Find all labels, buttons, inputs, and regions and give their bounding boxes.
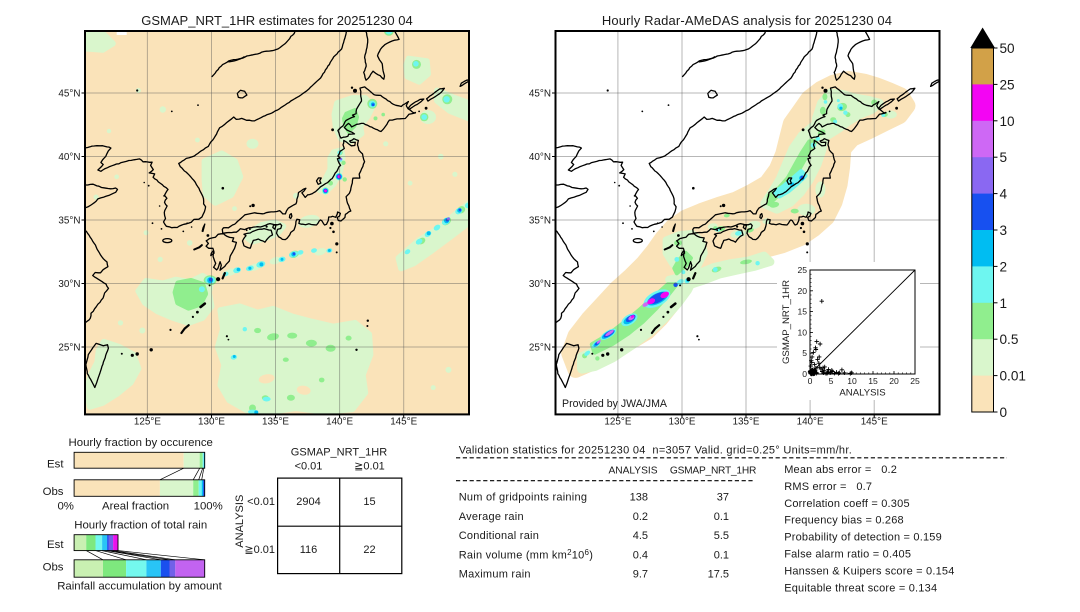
svg-text:3: 3	[1000, 223, 1008, 238]
svg-text:10: 10	[797, 327, 807, 337]
svg-text:Average rain: Average rain	[459, 511, 524, 523]
svg-text:GSMAP_NRT_1HR: GSMAP_NRT_1HR	[670, 465, 756, 476]
svg-text:0.1: 0.1	[714, 550, 729, 562]
svg-text:0%: 0%	[57, 501, 73, 513]
svg-text:2904: 2904	[296, 496, 320, 508]
svg-text:30°N: 30°N	[58, 279, 80, 290]
svg-text:0.01: 0.01	[1000, 369, 1026, 384]
svg-text:0: 0	[1000, 405, 1008, 420]
svg-text:Hourly fraction by occurence: Hourly fraction by occurence	[69, 437, 213, 449]
svg-text:25: 25	[1000, 77, 1015, 92]
svg-text:130°E: 130°E	[668, 417, 695, 428]
svg-text:140°E: 140°E	[326, 417, 353, 428]
svg-text:2: 2	[1000, 259, 1008, 274]
svg-text:Obs: Obs	[43, 561, 64, 573]
svg-text:Frequency bias = 0.268: Frequency bias = 0.268	[784, 515, 904, 527]
svg-text:1: 1	[1000, 296, 1008, 311]
svg-text:15: 15	[363, 496, 375, 508]
svg-text:25°N: 25°N	[58, 342, 80, 353]
svg-text:4: 4	[1000, 187, 1008, 202]
svg-text:Maximum rain: Maximum rain	[459, 569, 531, 581]
svg-text:145°E: 145°E	[390, 417, 417, 428]
svg-text:25: 25	[910, 376, 920, 386]
svg-text:Conditional rain: Conditional rain	[459, 530, 539, 542]
svg-text:10: 10	[847, 376, 857, 386]
svg-text:40°N: 40°N	[529, 152, 551, 163]
svg-text:Probability of detection = 0.1: Probability of detection = 0.159	[784, 532, 942, 544]
svg-text:35°N: 35°N	[58, 215, 80, 226]
svg-text:5: 5	[1000, 150, 1008, 165]
svg-text:15: 15	[797, 307, 807, 317]
svg-text:20: 20	[889, 376, 899, 386]
svg-text:37: 37	[717, 491, 729, 503]
svg-text:Equitable threat score = 0.134: Equitable threat score = 0.134	[784, 582, 937, 594]
svg-text:135°E: 135°E	[732, 417, 759, 428]
svg-text:Est: Est	[47, 539, 64, 551]
svg-text:130°E: 130°E	[198, 417, 225, 428]
svg-text:RMS error = 0.7: RMS error = 0.7	[784, 481, 872, 493]
svg-text:GSMAP_NRT_1HR estimates for 20: GSMAP_NRT_1HR estimates for 20251230 04	[141, 13, 412, 28]
svg-text:9.7: 9.7	[633, 569, 648, 581]
svg-text:20: 20	[797, 286, 807, 296]
svg-text:False alarm ratio = 0.405: False alarm ratio = 0.405	[784, 549, 911, 561]
svg-text:GSMAP_NRT_1HR: GSMAP_NRT_1HR	[291, 447, 387, 459]
svg-text:10: 10	[1000, 114, 1016, 129]
svg-text:ANALYSIS: ANALYSIS	[234, 495, 246, 548]
svg-text:Num of gridpoints raining: Num of gridpoints raining	[459, 491, 588, 503]
svg-text:Correlation coeff = 0.305: Correlation coeff = 0.305	[784, 498, 910, 510]
svg-text:Est: Est	[47, 458, 64, 470]
svg-text:<0.01: <0.01	[295, 461, 323, 473]
svg-text:Validation statistics for 2025: Validation statistics for 20251230 04 n=…	[459, 445, 852, 457]
svg-text:Hanssen & Kuipers score = 0.15: Hanssen & Kuipers score = 0.154	[784, 565, 954, 577]
svg-text:5.5: 5.5	[714, 530, 729, 542]
svg-text:17.5: 17.5	[708, 569, 729, 581]
svg-text:5: 5	[829, 376, 834, 386]
svg-text:138: 138	[630, 491, 648, 503]
svg-text:25°N: 25°N	[529, 342, 551, 353]
svg-text:0.4: 0.4	[633, 550, 648, 562]
svg-text:22: 22	[363, 544, 375, 556]
svg-text:15: 15	[868, 376, 878, 386]
svg-text:4.5: 4.5	[633, 530, 648, 542]
svg-text:<0.01: <0.01	[247, 496, 275, 508]
svg-text:35°N: 35°N	[529, 215, 551, 226]
svg-text:Areal fraction: Areal fraction	[102, 501, 169, 513]
svg-text:ANALYSIS: ANALYSIS	[608, 465, 657, 476]
svg-text:30°N: 30°N	[529, 279, 551, 290]
svg-text:135°E: 135°E	[262, 417, 289, 428]
svg-text:≧0.01: ≧0.01	[244, 544, 275, 556]
svg-text:0: 0	[808, 376, 813, 386]
svg-text:100%: 100%	[194, 501, 223, 513]
svg-text:0.5: 0.5	[1000, 332, 1019, 347]
svg-text:Rain volume (mm km2106): Rain volume (mm km2106)	[459, 548, 593, 562]
svg-text:25: 25	[797, 265, 807, 275]
svg-text:≧0.01: ≧0.01	[354, 461, 385, 473]
svg-text:Hourly Radar-AMeDAS analysis f: Hourly Radar-AMeDAS analysis for 2025123…	[602, 13, 892, 28]
svg-text:GSMAP_NRT_1HR: GSMAP_NRT_1HR	[781, 280, 792, 364]
svg-text:ANALYSIS: ANALYSIS	[839, 388, 885, 399]
svg-text:45°N: 45°N	[58, 88, 80, 99]
svg-text:0: 0	[802, 369, 807, 379]
svg-text:Obs: Obs	[43, 486, 64, 498]
svg-text:125°E: 125°E	[134, 417, 161, 428]
svg-text:Mean abs error = 0.2: Mean abs error = 0.2	[784, 464, 897, 476]
svg-text:125°E: 125°E	[604, 417, 631, 428]
svg-text:0.1: 0.1	[714, 511, 729, 523]
svg-text:Provided by JWA/JMA: Provided by JWA/JMA	[562, 398, 668, 410]
svg-text:Rainfall accumulation by amoun: Rainfall accumulation by amount	[57, 581, 222, 593]
svg-text:50: 50	[1000, 41, 1016, 56]
svg-text:45°N: 45°N	[529, 88, 551, 99]
svg-text:40°N: 40°N	[58, 152, 80, 163]
svg-text:140°E: 140°E	[797, 417, 824, 428]
svg-text:116: 116	[300, 544, 318, 556]
svg-text:0.2: 0.2	[633, 511, 648, 523]
svg-text:145°E: 145°E	[861, 417, 888, 428]
svg-text:Hourly fraction of total rain: Hourly fraction of total rain	[74, 519, 207, 531]
svg-text:5: 5	[802, 348, 807, 358]
